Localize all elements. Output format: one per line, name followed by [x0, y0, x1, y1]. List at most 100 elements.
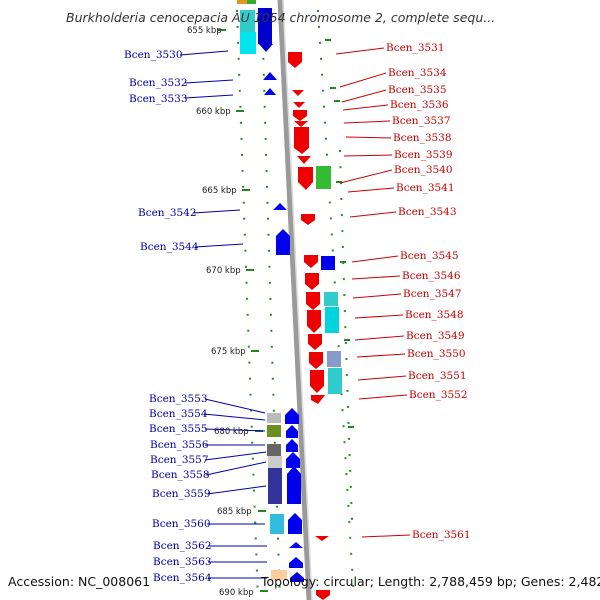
- gene-label[interactable]: Bcen_3547: [403, 288, 462, 300]
- accession-text: Accession: NC_008061: [8, 574, 150, 589]
- gene-arrow-3538: [294, 127, 309, 154]
- gene-arrow-3556: [286, 439, 298, 452]
- gene-arrow-3554: [286, 425, 298, 438]
- gene-label[interactable]: Bcen_3544: [140, 241, 199, 253]
- gene-arrow-3553b: [285, 408, 299, 424]
- kbp-tick-label: 675 kbp: [211, 347, 246, 357]
- gene-label[interactable]: Bcen_3548: [405, 309, 464, 321]
- gene-box-3555: [267, 425, 281, 437]
- gene-label[interactable]: Bcen_3564: [153, 572, 212, 584]
- gene-arrow-3544: [276, 229, 290, 255]
- map-title: Burkholderia cenocepacia AU 1054 chromos…: [66, 10, 495, 25]
- gene-label[interactable]: Bcen_3561: [412, 529, 471, 541]
- gene-top-group[interactable]: [237, 0, 273, 54]
- kbp-tick-label: 685 kbp: [217, 507, 252, 517]
- gene-arrow-3551: [310, 370, 324, 393]
- gene-arrow-3550: [309, 352, 323, 369]
- gene-arrow-3542: [273, 203, 287, 210]
- left-strand-genes[interactable]: [263, 72, 304, 582]
- gene-arrow-3545a: [304, 255, 318, 268]
- gene-arrow-3548: [307, 310, 321, 333]
- chromosome-backbone: [277, 0, 312, 600]
- gene-label[interactable]: Bcen_3563: [153, 556, 212, 568]
- gene-box-3540: [316, 166, 331, 189]
- gene-label[interactable]: Bcen_3555: [149, 423, 208, 435]
- gene-label[interactable]: Bcen_3552: [409, 389, 468, 401]
- gene-arrow-3537: [294, 121, 308, 127]
- gene-box-3564: [271, 570, 287, 580]
- gene-arrow-3549: [308, 334, 322, 350]
- right-minor-ticks: [325, 39, 354, 428]
- gene-label[interactable]: Bcen_3536: [390, 99, 449, 111]
- gene-arrow-3559: [287, 466, 301, 504]
- gene-arrow-3545: [321, 256, 335, 270]
- gene-label[interactable]: Bcen_3549: [406, 330, 465, 342]
- gene-label[interactable]: Bcen_3535: [388, 84, 447, 96]
- right-leader-lines: [335, 47, 411, 538]
- gene-box-3553: [267, 413, 281, 423]
- gene-label[interactable]: Bcen_3533: [129, 93, 188, 105]
- gene-label[interactable]: Bcen_3532: [129, 77, 188, 89]
- gene-arrow-3541: [298, 167, 313, 190]
- gene-arrow-3560: [288, 513, 302, 534]
- gene-label[interactable]: Bcen_3553: [149, 393, 208, 405]
- gene-label[interactable]: Bcen_3560: [152, 518, 211, 530]
- topology-text: Topology: circular; Length: 2,788,459 bp…: [260, 574, 600, 589]
- gene-label[interactable]: Bcen_3542: [138, 207, 197, 219]
- gene-label[interactable]: Bcen_3531: [386, 42, 445, 54]
- gene-label[interactable]: Bcen_3534: [388, 67, 447, 79]
- gene-arrow-3562: [289, 542, 303, 548]
- gene-box-3559: [268, 468, 282, 504]
- gene-arrow-3561: [315, 536, 329, 541]
- gene-label[interactable]: Bcen_3546: [402, 270, 461, 282]
- gene-arrow-3532: [263, 72, 277, 80]
- right-gene-labels: Bcen_3531 Bcen_3534 Bcen_3535 Bcen_3536 …: [386, 42, 471, 541]
- gene-box-3547: [324, 292, 338, 306]
- gene-arrow-3557: [286, 452, 300, 468]
- gene-arrow-3533: [264, 88, 276, 95]
- gene-label[interactable]: Bcen_3541: [396, 182, 455, 194]
- gene-arrow-3535: [293, 102, 305, 108]
- gene-arrow-3531: [288, 52, 302, 68]
- gene-arrow-3563: [289, 557, 303, 568]
- gene-arrow-3546: [305, 273, 319, 290]
- right-strand-genes[interactable]: [288, 52, 342, 600]
- gene-label[interactable]: Bcen_3550: [407, 348, 466, 360]
- kbp-tick-label: 670 kbp: [206, 266, 241, 276]
- gene-arrow-3534: [292, 90, 304, 96]
- gene-label[interactable]: Bcen_3556: [150, 439, 209, 451]
- gene-label[interactable]: Bcen_3540: [394, 164, 453, 176]
- gene-box-3548: [325, 307, 339, 333]
- gene-label[interactable]: Bcen_3539: [394, 149, 453, 161]
- kbp-tick-label: 690 kbp: [219, 588, 254, 598]
- gene-arrow-3552: [311, 395, 325, 404]
- kbp-tick-label: 655 kbp: [187, 26, 222, 36]
- gene-label[interactable]: Bcen_3538: [393, 132, 452, 144]
- gene-box-3550: [327, 351, 341, 367]
- gene-arrow-3536: [293, 110, 307, 121]
- gene-label[interactable]: Bcen_3543: [398, 206, 457, 218]
- gene-label[interactable]: Bcen_3557: [150, 454, 209, 466]
- kbp-tick-label: 665 kbp: [202, 186, 237, 196]
- gene-label[interactable]: Bcen_3537: [392, 115, 451, 127]
- chromosome-backbone-highlight: [282, 0, 313, 600]
- gene-arrow-3543: [301, 214, 315, 225]
- gene-label[interactable]: Bcen_3562: [153, 540, 212, 552]
- gene-box-3551: [328, 368, 342, 394]
- gene-label[interactable]: Bcen_3545: [400, 250, 459, 262]
- gene-box-3557: [268, 456, 282, 468]
- inner-dotted-guides: [261, 9, 353, 600]
- gene-label[interactable]: Bcen_3559: [152, 488, 211, 500]
- gene-label[interactable]: Bcen_3530: [124, 49, 183, 61]
- gene-box-3556: [267, 444, 281, 456]
- gene-arrow-3547: [306, 292, 320, 310]
- gene-label[interactable]: Bcen_3551: [408, 370, 467, 382]
- outer-dotted-guides: [236, 9, 355, 600]
- left-leader-lines: [179, 50, 267, 579]
- gene-label[interactable]: Bcen_3554: [149, 408, 208, 420]
- kbp-tick-label: 680 kbp: [214, 427, 249, 437]
- gene-box-3560: [270, 514, 284, 534]
- gene-label[interactable]: Bcen_3558: [151, 469, 210, 481]
